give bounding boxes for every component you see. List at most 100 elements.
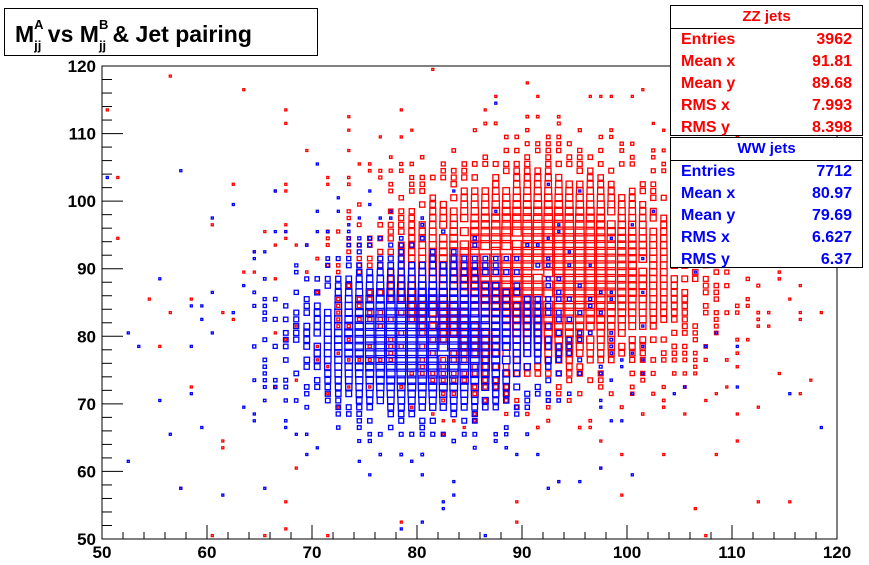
bin-box-ww bbox=[471, 268, 479, 276]
bin-box-zz bbox=[574, 219, 585, 230]
bin-box-zz bbox=[503, 134, 509, 140]
bin-box-ww bbox=[252, 412, 256, 416]
bin-box-zz bbox=[586, 335, 595, 344]
bin-box-ww bbox=[469, 307, 480, 318]
bin-box-zz bbox=[692, 337, 698, 343]
bin-box-ww bbox=[375, 354, 386, 365]
bin-box-ww bbox=[137, 344, 141, 349]
bin-box-ww bbox=[609, 378, 613, 382]
bin-box-zz bbox=[511, 300, 522, 311]
bin-box-ww bbox=[314, 276, 321, 282]
bin-box-ww bbox=[419, 424, 426, 431]
bin-box-ww bbox=[480, 368, 490, 378]
bin-box-ww bbox=[293, 322, 300, 330]
bin-box-zz bbox=[620, 452, 624, 457]
bin-box-zz bbox=[553, 260, 564, 271]
bin-box-zz bbox=[480, 328, 490, 338]
bin-box-zz bbox=[460, 200, 469, 209]
bin-box-zz bbox=[377, 289, 384, 296]
bin-box-ww bbox=[545, 282, 551, 289]
bin-box-ww bbox=[567, 250, 571, 254]
bin-box-ww bbox=[555, 309, 562, 316]
bin-box-ww bbox=[438, 382, 448, 392]
bin-box-ww bbox=[345, 404, 352, 411]
bin-box-ww bbox=[641, 371, 645, 376]
bin-box-zz bbox=[490, 226, 501, 237]
bin-box-zz bbox=[501, 233, 512, 244]
bin-box-ww bbox=[544, 342, 552, 350]
bin-box-zz bbox=[326, 365, 330, 369]
bin-box-ww bbox=[417, 327, 428, 338]
bin-box-zz bbox=[640, 370, 646, 377]
bin-box-ww bbox=[555, 356, 562, 363]
bin-box-zz bbox=[627, 274, 637, 284]
bin-box-zz bbox=[595, 294, 606, 305]
bin-box-ww bbox=[252, 290, 257, 295]
bin-box-zz bbox=[407, 268, 416, 276]
bin-box-zz bbox=[346, 358, 351, 362]
bin-box-zz bbox=[147, 297, 151, 301]
bin-box-zz bbox=[492, 384, 499, 390]
bin-box-ww bbox=[354, 348, 364, 358]
bin-box-ww bbox=[262, 310, 268, 315]
bin-box-zz bbox=[346, 323, 351, 329]
bin-box-zz bbox=[566, 377, 573, 384]
bin-box-zz bbox=[649, 301, 658, 310]
bin-box-zz bbox=[595, 233, 606, 244]
bin-box-ww bbox=[438, 389, 448, 398]
bin-box-zz bbox=[511, 307, 522, 318]
bin-box-ww bbox=[459, 314, 470, 325]
bin-box-ww bbox=[427, 321, 438, 332]
bin-box-ww bbox=[545, 377, 552, 384]
bin-box-zz bbox=[514, 147, 520, 154]
bin-box-ww bbox=[368, 189, 372, 193]
bin-box-ww bbox=[599, 398, 603, 403]
bin-box-zz bbox=[606, 294, 617, 304]
bin-box-ww bbox=[417, 341, 428, 352]
bin-box-ww bbox=[354, 314, 364, 325]
bin-box-zz bbox=[419, 364, 425, 370]
bin-box-zz bbox=[693, 371, 698, 376]
bin-box-zz bbox=[554, 180, 563, 189]
bin-box-ww bbox=[356, 242, 362, 248]
bin-box-ww bbox=[396, 321, 407, 332]
bin-box-ww bbox=[252, 419, 256, 423]
bin-box-zz bbox=[586, 349, 595, 357]
bin-box-zz bbox=[777, 371, 781, 376]
bin-box-zz bbox=[543, 287, 554, 298]
bin-box-ww bbox=[293, 316, 300, 323]
bin-box-zz bbox=[315, 344, 319, 349]
bin-box-ww bbox=[491, 355, 501, 365]
bin-box-ww bbox=[480, 362, 490, 372]
bin-box-zz bbox=[441, 419, 445, 423]
bin-box-zz bbox=[459, 213, 469, 223]
bin-box-zz bbox=[617, 207, 626, 216]
bin-box-ww bbox=[283, 384, 289, 390]
bin-box-zz bbox=[543, 200, 553, 210]
bin-box-ww bbox=[429, 403, 437, 411]
bin-box-ww bbox=[471, 410, 478, 418]
bin-box-ww bbox=[493, 438, 498, 444]
bin-box-ww bbox=[336, 209, 340, 213]
bin-box-ww bbox=[179, 486, 183, 490]
bin-box-ww bbox=[418, 403, 426, 411]
bin-box-zz bbox=[408, 188, 415, 194]
bin-box-ww bbox=[397, 261, 405, 269]
bin-box-ww bbox=[524, 404, 531, 411]
bin-box-zz bbox=[597, 180, 605, 188]
bin-box-zz bbox=[553, 253, 564, 264]
bin-box-ww bbox=[387, 268, 395, 276]
bin-box-ww bbox=[512, 301, 521, 310]
bin-box-zz bbox=[440, 174, 447, 181]
bin-box-ww bbox=[438, 334, 449, 345]
bin-box-zz bbox=[461, 174, 468, 181]
bin-box-zz bbox=[356, 255, 362, 262]
bin-box-ww bbox=[448, 354, 459, 366]
bin-box-ww bbox=[385, 327, 396, 338]
bin-box-zz bbox=[399, 135, 403, 139]
bin-box-ww bbox=[356, 411, 363, 417]
bin-box-zz bbox=[326, 392, 330, 396]
bin-box-zz bbox=[387, 275, 395, 283]
bin-box-zz bbox=[714, 452, 718, 457]
bin-box-zz bbox=[470, 220, 480, 230]
